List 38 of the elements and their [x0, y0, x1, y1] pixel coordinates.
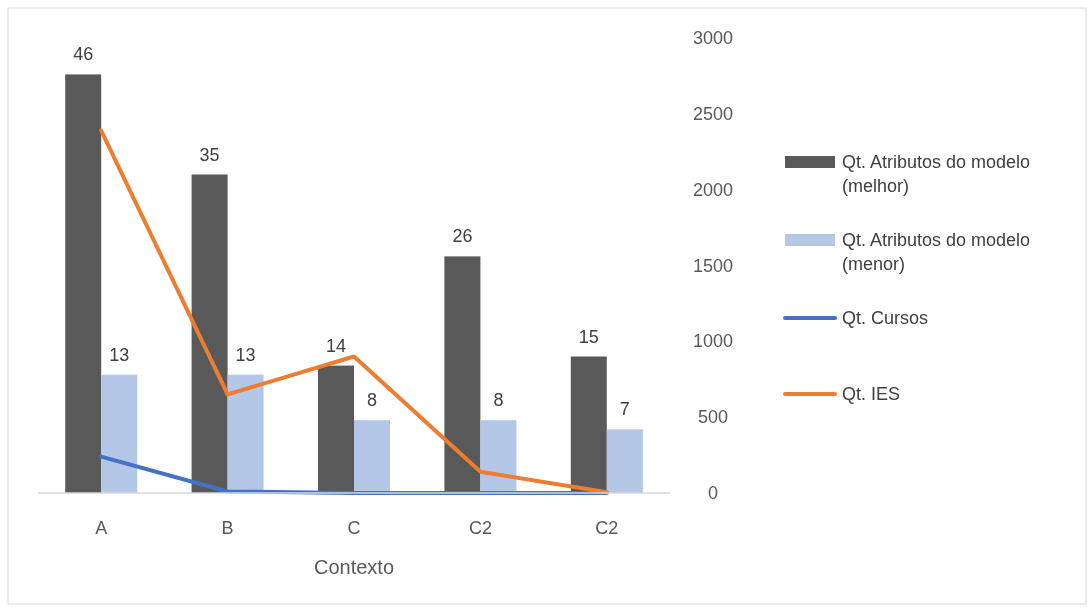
x-tick-label: B: [221, 518, 234, 538]
data-label: 35: [199, 144, 220, 165]
bar: [480, 420, 517, 493]
line-series: [99, 128, 609, 495]
x-tick-label: C: [347, 518, 361, 538]
y2-tick-label: 3000: [692, 28, 734, 48]
bar: [444, 256, 481, 493]
data-label: 13: [235, 344, 256, 365]
bar: [101, 374, 138, 493]
bar: [227, 374, 264, 493]
bar: [354, 420, 390, 493]
bar: [606, 429, 643, 493]
bar: [318, 365, 354, 493]
y2-tick-label: 0: [707, 483, 719, 503]
bar: [570, 356, 607, 493]
data-label: 46: [73, 44, 94, 65]
x-tick-label: C2: [595, 518, 619, 538]
data-label: 15: [578, 326, 599, 347]
data-label: 8: [493, 390, 504, 411]
legend-label: Qt. Atributos do modelo (menor): [842, 230, 1031, 274]
x-tick-label: A: [95, 518, 108, 538]
bar: [65, 74, 102, 493]
y2-tick-label: 2000: [692, 179, 734, 200]
data-label: 14: [325, 335, 347, 356]
data-label: 26: [452, 226, 473, 247]
y2-tick-label: 1500: [692, 255, 734, 276]
legend-label: Qt. IES: [842, 384, 901, 404]
data-label: 13: [109, 344, 130, 365]
bar: [191, 174, 228, 493]
legend-label: Qt. Atributos do modelo (melhor): [842, 152, 1031, 196]
data-label: 7: [619, 399, 630, 420]
y2-tick-label: 1000: [692, 331, 734, 352]
y2-tick-label: 500: [697, 407, 729, 428]
legend-label: Qt. Cursos: [842, 308, 929, 328]
x-tick-label: C2: [468, 518, 492, 538]
data-label: 8: [366, 390, 378, 411]
x-axis-title: Contexto: [313, 556, 395, 578]
y2-tick-label: 2500: [692, 103, 734, 124]
